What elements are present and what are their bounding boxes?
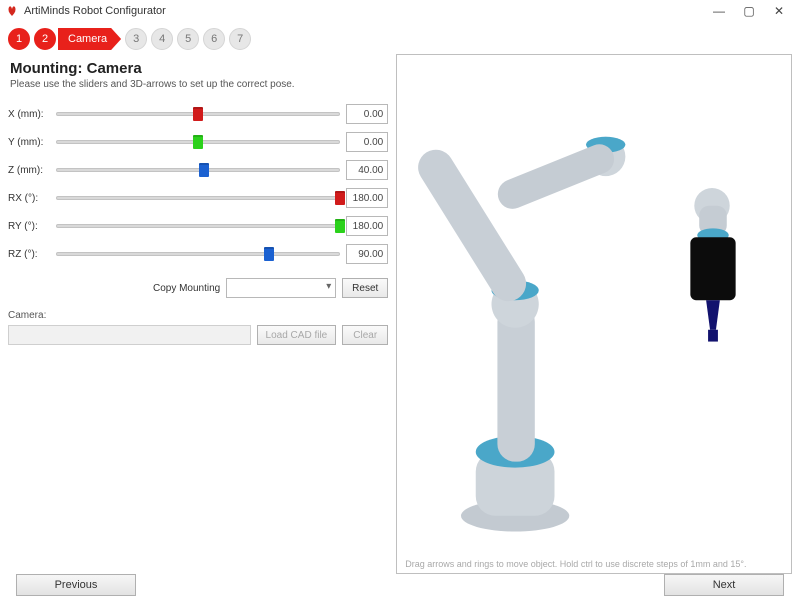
slider-label-y: Y (mm): bbox=[8, 137, 50, 148]
viewport-hint: Drag arrows and rings to move object. Ho… bbox=[405, 559, 783, 569]
copy-mounting-dropdown[interactable] bbox=[226, 278, 336, 298]
slider-row-ry: RY (°): 180.00 bbox=[8, 216, 388, 236]
reset-button[interactable]: Reset bbox=[342, 278, 388, 298]
clear-cad-button[interactable]: Clear bbox=[342, 325, 388, 345]
stepper-step-6[interactable]: 6 bbox=[203, 28, 225, 50]
next-button[interactable]: Next bbox=[664, 574, 784, 596]
slider-label-rz: RZ (°): bbox=[8, 249, 50, 260]
left-panel: Mounting: Camera Please use the sliders … bbox=[8, 54, 388, 574]
slider-y[interactable] bbox=[56, 133, 340, 151]
slider-thumb-rx[interactable] bbox=[335, 191, 345, 205]
slider-row-z: Z (mm): 40.00 bbox=[8, 160, 388, 180]
window-title: ArtiMinds Robot Configurator bbox=[24, 5, 166, 17]
slider-value-x[interactable]: 0.00 bbox=[346, 104, 388, 124]
slider-z[interactable] bbox=[56, 161, 340, 179]
slider-ry[interactable] bbox=[56, 217, 340, 235]
panel-title: Mounting: Camera bbox=[10, 60, 386, 77]
stepper-step-4[interactable]: 4 bbox=[151, 28, 173, 50]
slider-value-z[interactable]: 40.00 bbox=[346, 160, 388, 180]
camera-path-field[interactable] bbox=[8, 325, 251, 345]
load-cad-button[interactable]: Load CAD file bbox=[257, 325, 337, 345]
window-close-button[interactable]: ✕ bbox=[764, 4, 794, 18]
slider-thumb-rz[interactable] bbox=[264, 247, 274, 261]
stepper-current-chip: Camera bbox=[58, 28, 121, 50]
stepper-step-5[interactable]: 5 bbox=[177, 28, 199, 50]
slider-row-rx: RX (°): 180.00 bbox=[8, 188, 388, 208]
footer: Previous Next bbox=[0, 570, 800, 600]
title-bar: ArtiMinds Robot Configurator — ▢ ✕ bbox=[0, 0, 800, 22]
stepper-step-2[interactable]: 2 bbox=[34, 28, 56, 50]
slider-row-y: Y (mm): 0.00 bbox=[8, 132, 388, 152]
stepper-step-1[interactable]: 1 bbox=[8, 28, 30, 50]
slider-thumb-x[interactable] bbox=[193, 107, 203, 121]
app-logo-icon bbox=[6, 5, 18, 17]
slider-rz[interactable] bbox=[56, 245, 340, 263]
stepper-step-3[interactable]: 3 bbox=[125, 28, 147, 50]
copy-mounting-label: Copy Mounting bbox=[153, 283, 220, 294]
slider-label-rx: RX (°): bbox=[8, 193, 50, 204]
robot-preview-icon bbox=[397, 55, 791, 573]
slider-x[interactable] bbox=[56, 105, 340, 123]
slider-row-rz: RZ (°): 90.00 bbox=[8, 244, 388, 264]
slider-value-rx[interactable]: 180.00 bbox=[346, 188, 388, 208]
camera-file-row: Camera: Load CAD file Clear bbox=[8, 310, 388, 345]
panel-subtitle: Please use the sliders and 3D-arrows to … bbox=[10, 79, 386, 90]
slider-value-ry[interactable]: 180.00 bbox=[346, 216, 388, 236]
slider-rx[interactable] bbox=[56, 189, 340, 207]
copy-mounting-row: Copy Mounting Reset bbox=[8, 278, 388, 298]
camera-file-label: Camera: bbox=[8, 310, 388, 321]
slider-value-rz[interactable]: 90.00 bbox=[346, 244, 388, 264]
slider-value-y[interactable]: 0.00 bbox=[346, 132, 388, 152]
stepper-step-7[interactable]: 7 bbox=[229, 28, 251, 50]
slider-group: X (mm): 0.00 Y (mm): 0.00 Z (mm): 40.00 RX (°)… bbox=[8, 104, 388, 264]
wizard-stepper: 12Camera34567 bbox=[0, 22, 800, 54]
slider-thumb-y[interactable] bbox=[193, 135, 203, 149]
previous-button[interactable]: Previous bbox=[16, 574, 136, 596]
window-minimize-button[interactable]: — bbox=[704, 4, 734, 18]
viewport-3d[interactable]: Drag arrows and rings to move object. Ho… bbox=[396, 54, 792, 574]
window-maximize-button[interactable]: ▢ bbox=[734, 4, 764, 18]
slider-thumb-ry[interactable] bbox=[335, 219, 345, 233]
slider-label-x: X (mm): bbox=[8, 109, 50, 120]
main-area: Mounting: Camera Please use the sliders … bbox=[0, 54, 800, 574]
slider-thumb-z[interactable] bbox=[199, 163, 209, 177]
slider-label-ry: RY (°): bbox=[8, 221, 50, 232]
slider-row-x: X (mm): 0.00 bbox=[8, 104, 388, 124]
slider-label-z: Z (mm): bbox=[8, 165, 50, 176]
